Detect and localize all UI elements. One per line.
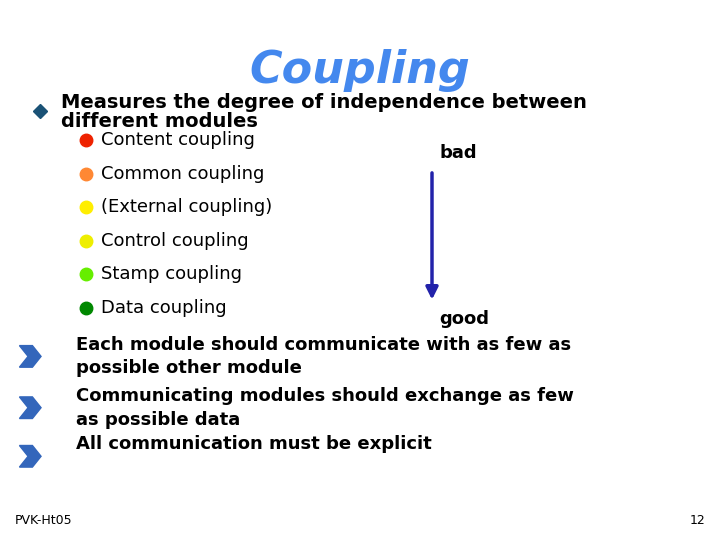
Polygon shape — [19, 397, 41, 418]
Text: Coupling: Coupling — [250, 49, 470, 92]
Text: possible other module: possible other module — [76, 359, 302, 377]
Polygon shape — [19, 346, 41, 367]
Text: good: good — [439, 310, 489, 328]
Text: Control coupling: Control coupling — [101, 232, 248, 250]
Text: as possible data: as possible data — [76, 410, 240, 429]
Polygon shape — [19, 446, 41, 467]
Text: Measures the degree of independence between: Measures the degree of independence betw… — [61, 93, 587, 112]
Text: Stamp coupling: Stamp coupling — [101, 265, 242, 284]
Text: bad: bad — [439, 144, 477, 162]
Text: Data coupling: Data coupling — [101, 299, 226, 317]
Text: 12: 12 — [690, 514, 706, 526]
Text: Communicating modules should exchange as few: Communicating modules should exchange as… — [76, 387, 573, 405]
Text: PVK-Ht05: PVK-Ht05 — [14, 514, 72, 526]
Text: Common coupling: Common coupling — [101, 165, 264, 183]
Text: Each module should communicate with as few as: Each module should communicate with as f… — [76, 335, 571, 354]
Text: Content coupling: Content coupling — [101, 131, 255, 150]
Text: (External coupling): (External coupling) — [101, 198, 272, 217]
Text: different modules: different modules — [61, 112, 258, 131]
Text: All communication must be explicit: All communication must be explicit — [76, 435, 431, 454]
